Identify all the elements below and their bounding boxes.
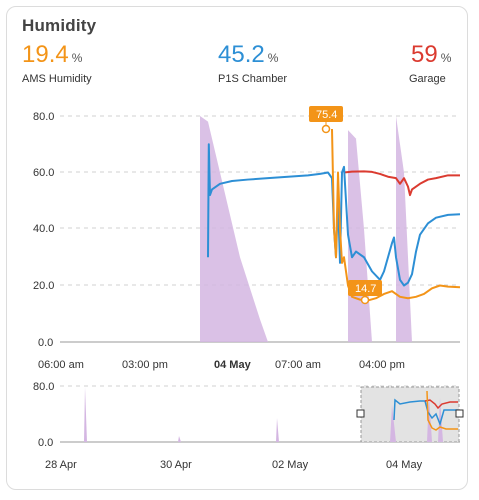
zoom-handle-right[interactable] (455, 409, 464, 418)
stat-value: 45.2 (218, 41, 265, 68)
max-marker (321, 124, 331, 134)
x-tick-label: 03:00 pm (122, 359, 168, 371)
stat-p1s-chamber[interactable]: 45.2% P1S Chamber (218, 41, 287, 85)
x-tick-label: 02 May (272, 459, 309, 471)
y-tick-label: 0.0 (38, 437, 53, 449)
series-line-ams-humidity[interactable] (331, 128, 461, 302)
stat-ams-humidity[interactable]: 19.4% AMS Humidity (22, 41, 92, 85)
stat-value: 19.4 (22, 41, 69, 68)
zoom-selection-window[interactable] (360, 386, 460, 443)
x-tick-label: 04 May (214, 359, 252, 371)
overview-spike (84, 387, 87, 442)
stat-name: P1S Chamber (218, 73, 288, 85)
x-tick-label: 06:00 am (38, 359, 84, 371)
y-tick-label: 60.0 (33, 167, 54, 179)
series-line-p1s-chamber[interactable] (207, 143, 461, 287)
max-label: 75.4 (316, 109, 337, 121)
stat-name: AMS Humidity (22, 73, 92, 85)
y-tick-label: 20.0 (33, 280, 54, 292)
overview-selection[interactable] (356, 386, 464, 443)
overview-spike (178, 436, 181, 442)
overview-spike (427, 395, 432, 442)
series-line-garage[interactable] (343, 170, 460, 197)
overview-y-axis: 80.0 0.0 (33, 381, 54, 449)
overview-line-garage (424, 399, 458, 410)
overview-x-axis: 28 Apr 30 Apr 02 May 04 May (45, 459, 423, 471)
stat-name: Garage (409, 73, 446, 85)
x-tick-label: 28 Apr (45, 459, 77, 471)
card-title: Humidity (22, 16, 97, 35)
stat-unit: % (267, 51, 279, 65)
overview-spikes (84, 387, 279, 442)
activity-area (396, 116, 412, 342)
y-tick-label: 80.0 (33, 381, 54, 393)
series-lines (207, 128, 461, 302)
stat-garage[interactable]: 59% Garage (409, 41, 452, 85)
x-tick-label: 30 Apr (160, 459, 192, 471)
min-annotation: 14.7 (348, 280, 382, 305)
max-label-bg (309, 106, 343, 122)
main-y-axis: 80.0 60.0 40.0 20.0 0.0 (33, 111, 54, 349)
x-tick-label: 07:00 am (275, 359, 321, 371)
min-label-bg (348, 280, 382, 296)
x-tick-label: 04:00 pm (359, 359, 405, 371)
activity-area (348, 130, 372, 342)
activity-area (200, 116, 268, 342)
y-tick-label: 0.0 (38, 337, 53, 349)
stat-unit: % (71, 51, 83, 65)
overview-spike (390, 405, 396, 442)
overview-spike (276, 418, 279, 442)
min-label: 14.7 (355, 283, 376, 295)
y-tick-label: 40.0 (33, 223, 54, 235)
max-annotation: 75.4 (309, 106, 343, 134)
y-tick-label: 80.0 (33, 111, 54, 123)
zoom-handle-left[interactable] (356, 409, 365, 418)
stat-unit: % (440, 51, 452, 65)
activity-areas (200, 116, 412, 342)
stat-value: 59 (411, 41, 438, 68)
main-x-axis: 06:00 am 03:00 pm 04 May 07:00 am 04:00 … (38, 359, 405, 371)
min-marker (360, 295, 370, 305)
x-tick-label: 04 May (386, 459, 423, 471)
overview-line-ams (426, 390, 458, 431)
